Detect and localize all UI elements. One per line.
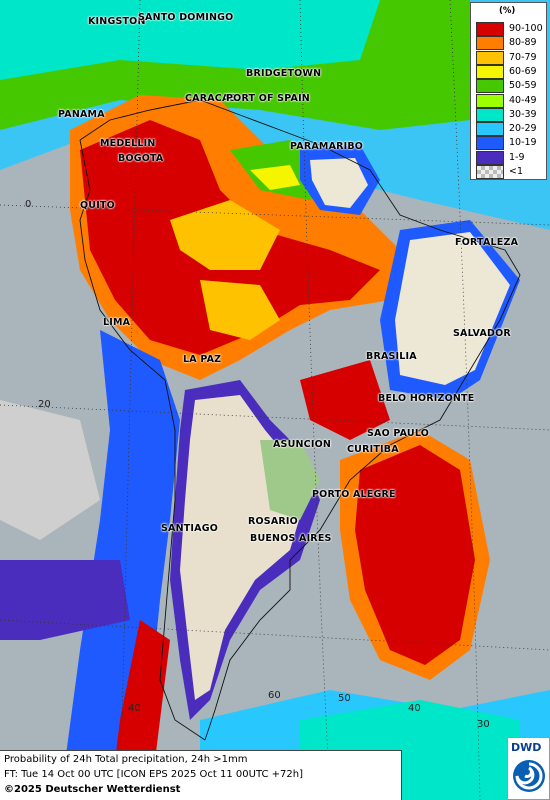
legend-item: 90-100: [476, 22, 546, 37]
city-label-rosario: ROSARIO: [248, 516, 298, 527]
legend-item: 80-89: [476, 36, 546, 51]
city-label-porto-alegre: PORTO ALEGRE: [312, 489, 396, 500]
map-caption-box: Probability of 24h Total precipitation, …: [0, 750, 402, 800]
city-label-buenos-aires: BUENOS AIRES: [250, 533, 332, 544]
legend-swatch: [476, 165, 504, 179]
legend-swatch: [476, 136, 504, 151]
longitude-label-50: 50: [338, 693, 351, 704]
city-label-lima: LIMA: [103, 317, 131, 328]
legend-item: 30-39: [476, 107, 546, 123]
longitude-label-60: 60: [268, 690, 281, 701]
probability-legend: (%) 90-100 80-89 70-79 60-69 50-59 40-49 30-39…: [470, 2, 547, 180]
swirl-icon: [513, 760, 545, 792]
legend-item: 60-69: [476, 64, 546, 80]
caption-product-title: Probability of 24h Total precipitation, …: [4, 754, 248, 765]
city-label-salvador: SALVADOR: [453, 328, 511, 339]
legend-label: 30-39: [509, 108, 537, 120]
legend-label: 80-89: [509, 37, 537, 49]
legend-label: 10-19: [509, 137, 537, 149]
city-label-kingston: KINGSTON: [88, 16, 146, 27]
legend-item: 10-19: [476, 136, 546, 151]
legend-swatch: [476, 93, 504, 108]
caption-copyright: ©2025 Deutscher Wetterdienst: [4, 784, 181, 795]
legend-unit-label: (%): [499, 6, 516, 16]
caption-forecast-time: FT: Tue 14 Oct 00 UTC [ICON EPS 2025 Oct…: [4, 769, 303, 780]
city-label-bridgetown: BRIDGETOWN: [246, 68, 322, 79]
legend-item: 40-49: [476, 93, 546, 109]
city-label-santo-domingo: SANTO DOMINGO: [138, 12, 234, 23]
city-label-medellin: MEDELLIN: [100, 138, 156, 149]
city-label-sao-paulo: SAO PAULO: [367, 428, 430, 439]
legend-swatch: [476, 150, 504, 165]
logo-text: DWD: [511, 741, 542, 754]
city-label-curitiba: CURITIBA: [347, 444, 399, 455]
latitude-label-20: 20: [38, 399, 51, 410]
legend-label: 90-100: [509, 23, 543, 34]
legend-label: <1: [509, 166, 524, 177]
legend-label: 70-79: [509, 51, 537, 63]
legend-swatch: [476, 64, 504, 79]
city-label-panama: PANAMA: [58, 109, 105, 120]
city-label-paramaribo: PARAMARIBO: [290, 141, 364, 152]
city-label-la-paz: LA PAZ: [183, 354, 222, 365]
city-label-caracas: CARACAS: [185, 93, 237, 104]
legend-swatch: [476, 79, 504, 94]
longitude-label-30: 30: [477, 719, 490, 730]
legend-label: 1-9: [509, 151, 525, 163]
legend-label: 50-59: [509, 80, 537, 92]
longitude-label-40: 40: [408, 703, 421, 714]
latitude-label-0: 0: [25, 199, 32, 210]
legend-item: 20-29: [476, 122, 546, 137]
legend-item: 50-59: [476, 79, 546, 94]
city-label-asuncion: ASUNCION: [273, 439, 331, 450]
legend-swatch: [476, 107, 504, 122]
legend-item: <1: [476, 165, 546, 180]
legend-item: 1-9: [476, 150, 546, 166]
city-label-belo-horizonte: BELO HORIZONTE: [378, 393, 475, 404]
city-label-brasilia: BRASILIA: [366, 351, 417, 362]
legend-swatch: [476, 22, 504, 36]
dwd-logo: DWD: [507, 737, 550, 800]
legend-label: 60-69: [509, 65, 537, 77]
legend-swatch: [476, 36, 504, 51]
legend-swatch: [476, 50, 504, 65]
city-label-quito: QUITO: [80, 200, 115, 211]
latitude-label-40: 40: [128, 703, 141, 714]
legend-item: 70-79: [476, 50, 546, 66]
legend-swatch: [476, 122, 504, 137]
city-label-fortaleza: FORTALEZA: [455, 237, 519, 248]
city-label-bogota: BOGOTA: [118, 153, 164, 164]
legend-label: 20-29: [509, 123, 537, 135]
legend-label: 40-49: [509, 94, 537, 106]
city-label-santiago: SANTIAGO: [161, 523, 218, 534]
city-label-port-of-spain: PORT OF SPAIN: [226, 93, 310, 104]
